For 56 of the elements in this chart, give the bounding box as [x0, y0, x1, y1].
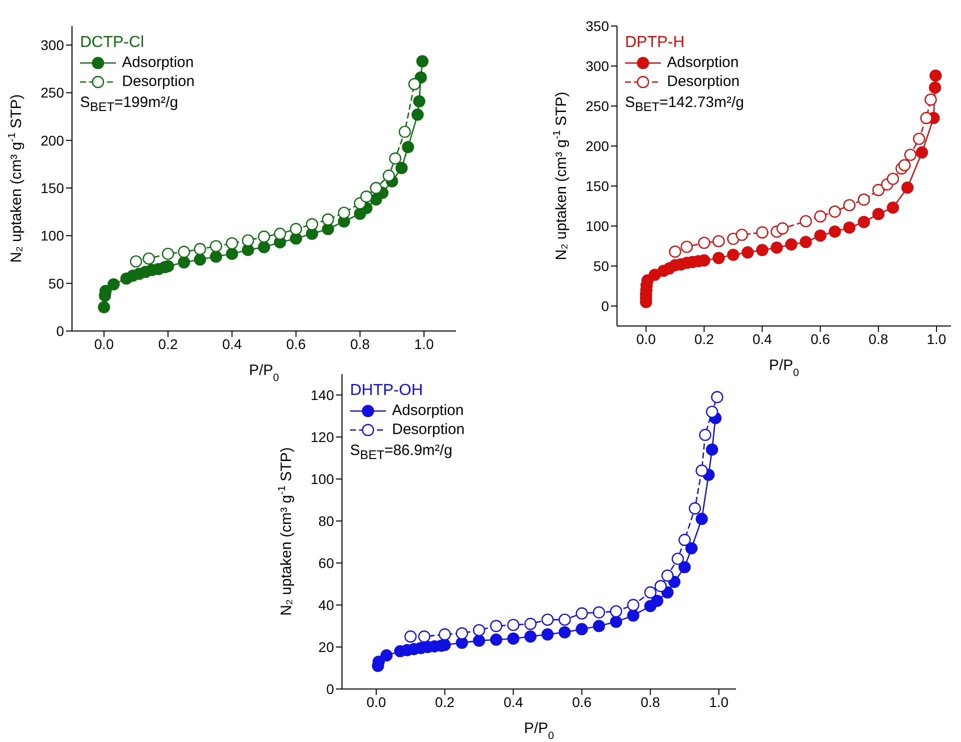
y-tick-label: 0: [326, 680, 334, 697]
x-axis-title: P/P$_{0}$: [768, 357, 800, 379]
y-tick-label: 120: [310, 428, 334, 445]
annotation: S$_{BET}$=142.73m²/g: [625, 94, 744, 114]
y-tick-label: 20: [318, 638, 334, 655]
annotation: S$_{BET}$=199m²/g: [80, 94, 180, 114]
text: DPTP-H: [625, 34, 686, 52]
x-tick-label: 0.4: [504, 694, 524, 710]
legend-label: Desorption: [392, 421, 465, 438]
text: DHTP-OH: [350, 382, 424, 400]
x-tick-label: 0.2: [435, 694, 455, 710]
x-tick-label: 0.8: [640, 694, 660, 710]
x-tick-label: 0.0: [366, 694, 386, 710]
y-tick-label: 250: [40, 84, 64, 101]
y-tick-label: 80: [318, 512, 334, 529]
x-tick-label: 0.4: [222, 336, 242, 352]
x-tick-label: 0.6: [810, 330, 830, 347]
x-tick-label: 1.0: [926, 330, 946, 347]
x-tick-label: 0.0: [636, 330, 656, 347]
y-tick-label: 100: [586, 218, 610, 234]
x-tick-label: 0.8: [868, 330, 888, 347]
y-tick-label: 0: [56, 322, 64, 339]
x-axis-title: P/P$_{0}$: [524, 720, 554, 742]
y-tick-label: 200: [586, 138, 610, 154]
x-axis-title: P/P$_{0}$: [248, 362, 280, 384]
y-tick-label: 140: [310, 386, 334, 403]
x-tick-label: 0.6: [286, 336, 306, 352]
y-tick-label: 100: [310, 470, 334, 487]
legend-label: Desorption: [667, 73, 740, 90]
y-tick-label: 0: [601, 298, 610, 314]
x-tick-label: 1.0: [414, 336, 434, 352]
x-tick-label: 0.6: [572, 694, 592, 710]
legend-label: Adsorption: [122, 54, 194, 71]
legend-label: Adsorption: [667, 54, 739, 71]
y-tick-label: 50: [593, 258, 610, 274]
y-tick-label: 100: [40, 228, 64, 244]
x-tick-label: 0.2: [694, 330, 714, 347]
y-tick-label: 200: [40, 132, 64, 148]
x-tick-label: 0.0: [94, 336, 114, 352]
y-tick-label: 40: [318, 596, 334, 613]
x-tick-label: 0.2: [158, 336, 178, 352]
y-tick-label: 250: [586, 98, 610, 114]
y-tick-label: 60: [318, 554, 334, 571]
y-tick-label: 150: [586, 178, 610, 194]
legend-label: Adsorption: [392, 402, 464, 419]
legend-label: Desorption: [122, 73, 195, 90]
x-tick-label: 1.0: [709, 694, 729, 710]
y-tick-label: 300: [40, 37, 64, 54]
y-tick-label: 300: [586, 58, 610, 74]
x-tick-label: 0.8: [350, 336, 370, 352]
annotation: S$_{BET}$=86.9m²/g: [350, 442, 454, 462]
y-tick-label: 150: [40, 180, 64, 196]
text: DCTP-Cl: [80, 34, 145, 52]
y-tick-label: 50: [48, 275, 64, 292]
x-tick-label: 0.4: [752, 330, 772, 347]
y-tick-label: 350: [586, 18, 610, 34]
